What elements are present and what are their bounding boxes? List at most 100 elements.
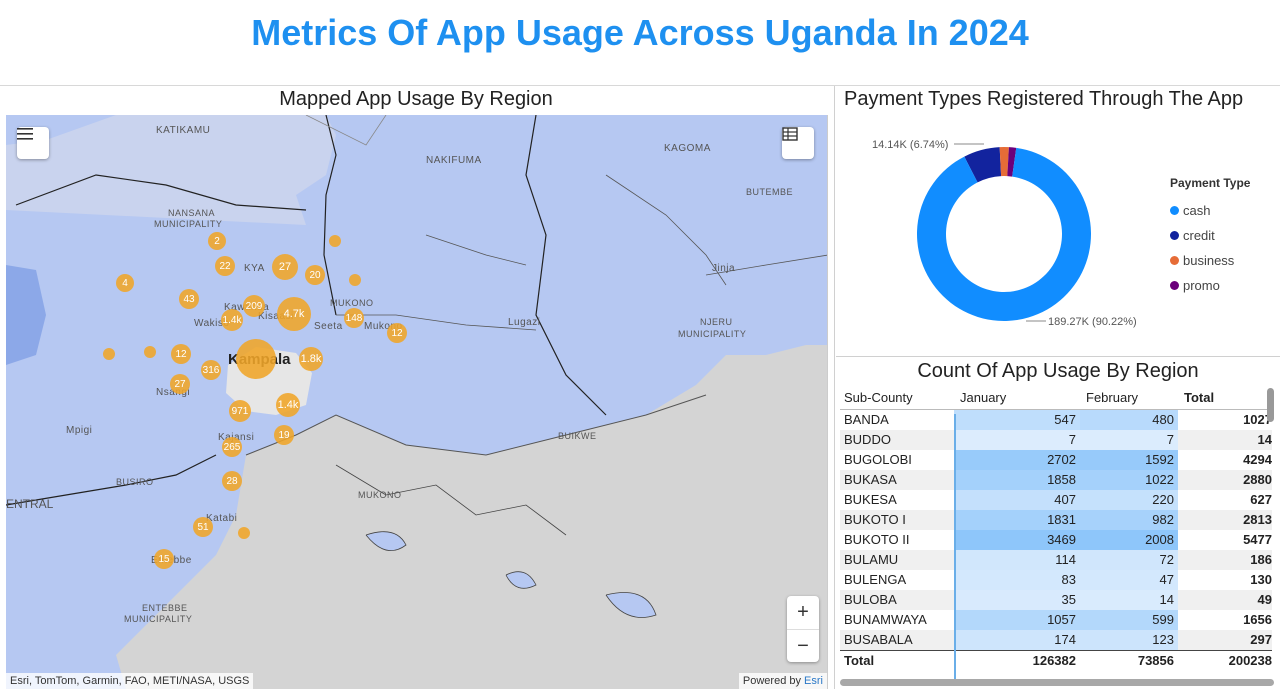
map-cluster[interactable] bbox=[238, 527, 250, 539]
map-cluster[interactable]: 1.8k bbox=[299, 347, 323, 371]
cell-total: 2880 bbox=[1243, 472, 1272, 487]
map-place-label: MUNICIPALITY bbox=[124, 614, 193, 624]
map-cluster[interactable] bbox=[236, 339, 276, 379]
cell-total: 2813 bbox=[1243, 512, 1272, 527]
map-place-label: NAKIFUMA bbox=[426, 155, 482, 166]
table-row[interactable]: BUKOTO II 3469 2008 5477 bbox=[840, 530, 1272, 550]
total-january: 126382 bbox=[1032, 653, 1076, 668]
map-menu-button[interactable] bbox=[17, 127, 49, 159]
menu-icon bbox=[17, 128, 33, 140]
map-svg[interactable] bbox=[6, 115, 828, 689]
map-cluster[interactable]: 316 bbox=[201, 360, 221, 380]
map-cluster[interactable]: 1.4k bbox=[276, 393, 300, 417]
payment-legend: Payment Type cash credit business promo bbox=[1170, 176, 1250, 298]
table-row[interactable]: BUKASA 1858 1022 2880 bbox=[840, 470, 1272, 490]
cell-subcounty: BULENGA bbox=[844, 572, 907, 587]
cell-january: 1831 bbox=[954, 510, 1080, 530]
legend-item-credit[interactable]: credit bbox=[1170, 223, 1250, 248]
vertical-scrollbar[interactable] bbox=[1267, 388, 1274, 422]
legend-item-cash[interactable]: cash bbox=[1170, 198, 1250, 223]
donut-slice-promo[interactable] bbox=[1007, 147, 1017, 177]
cell-subcounty: BUSABALA bbox=[844, 632, 913, 647]
table-row[interactable]: BUKOTO I 1831 982 2813 bbox=[840, 510, 1272, 530]
january-column-marker bbox=[954, 414, 956, 684]
legend-item-business[interactable]: business bbox=[1170, 248, 1250, 273]
map-cluster[interactable]: 4 bbox=[116, 274, 134, 292]
table-row[interactable]: BANDA 547 480 1027 bbox=[840, 410, 1272, 430]
map-cluster[interactable]: 20 bbox=[305, 265, 325, 285]
map-cluster[interactable] bbox=[349, 274, 361, 286]
zoom-in-button[interactable]: + bbox=[797, 601, 809, 623]
map-cluster[interactable]: 43 bbox=[179, 289, 199, 309]
horizontal-scrollbar[interactable] bbox=[840, 679, 1274, 686]
map-cluster[interactable] bbox=[103, 348, 115, 360]
map-cluster[interactable]: 51 bbox=[193, 517, 213, 537]
cell-total: 49 bbox=[1257, 592, 1272, 607]
map-place-label: NJERU bbox=[700, 317, 733, 327]
map-table-button[interactable] bbox=[782, 127, 814, 159]
table-row[interactable]: BUNAMWAYA 1057 599 1656 bbox=[840, 610, 1272, 630]
header-subcounty[interactable]: Sub-County bbox=[844, 390, 913, 405]
table-row[interactable]: BUGOLOBI 2702 1592 4294 bbox=[840, 450, 1272, 470]
map-place-label: BUTEMBE bbox=[746, 187, 794, 197]
map-place-label: NANSANA bbox=[168, 208, 216, 218]
map-cluster[interactable]: 12 bbox=[387, 323, 407, 343]
map-cluster[interactable]: 19 bbox=[274, 425, 294, 445]
cell-subcounty: BULOBA bbox=[844, 592, 897, 607]
map-cluster[interactable]: 28 bbox=[222, 471, 242, 491]
cell-january: 2702 bbox=[954, 450, 1080, 470]
map-cluster[interactable]: 148 bbox=[344, 308, 364, 328]
map-place-label: MUKONO bbox=[330, 298, 374, 308]
cell-subcounty: BUKOTO I bbox=[844, 512, 906, 527]
table-total-row: Total 126382 73856 200238 bbox=[840, 650, 1272, 670]
map-cluster[interactable]: 2 bbox=[208, 232, 226, 250]
header-total[interactable]: Total bbox=[1184, 390, 1215, 405]
payment-panel: Payment Types Registered Through The App… bbox=[836, 86, 1280, 356]
map-cluster[interactable]: 971 bbox=[229, 400, 251, 422]
map-place-label: KYA bbox=[244, 263, 265, 274]
map-cluster[interactable] bbox=[144, 346, 156, 358]
table-row[interactable]: BUSABALA 174 123 297 bbox=[840, 630, 1272, 650]
cell-subcounty: BANDA bbox=[844, 412, 889, 427]
map-cluster[interactable] bbox=[329, 235, 341, 247]
donut-slice-business[interactable] bbox=[999, 147, 1009, 177]
donut-slice-cash[interactable] bbox=[917, 147, 1091, 321]
cell-total: 1027 bbox=[1243, 412, 1272, 427]
label-cash: 189.27K (90.22%) bbox=[1048, 316, 1137, 328]
header-january[interactable]: January bbox=[960, 390, 1007, 405]
table-row[interactable]: BULAMU 114 72 186 bbox=[840, 550, 1272, 570]
esri-link[interactable]: Esri bbox=[804, 675, 823, 687]
map-cluster[interactable]: 209 bbox=[243, 295, 265, 317]
cell-subcounty: BUKESA bbox=[844, 492, 897, 507]
powered-by-text: Powered by bbox=[742, 675, 801, 687]
label-credit: 14.14K (6.74%) bbox=[872, 139, 948, 151]
dashboard-title: Metrics Of App Usage Across Uganda In 20… bbox=[251, 12, 1029, 53]
table-row[interactable]: BUKESA 407 220 627 bbox=[840, 490, 1272, 510]
map-cluster[interactable]: 22 bbox=[215, 256, 235, 276]
legend-title: Payment Type bbox=[1170, 176, 1251, 190]
legend-label: business bbox=[1183, 253, 1235, 268]
header-february[interactable]: February bbox=[1086, 390, 1139, 405]
legend-item-promo[interactable]: promo bbox=[1170, 273, 1250, 298]
map-cluster[interactable]: 4.7k bbox=[277, 297, 311, 331]
cell-january: 7 bbox=[954, 430, 1080, 450]
map-cluster[interactable]: 27 bbox=[272, 254, 298, 280]
map-place-label: ENTEBBE bbox=[142, 603, 188, 613]
table-row[interactable]: BULENGA 83 47 130 bbox=[840, 570, 1272, 590]
total-february: 73856 bbox=[1137, 653, 1174, 668]
cell-total: 297 bbox=[1250, 632, 1272, 647]
map-cluster[interactable]: 27 bbox=[170, 374, 190, 394]
map-cluster[interactable]: 1.4k bbox=[221, 309, 243, 331]
zoom-out-button[interactable]: − bbox=[787, 629, 819, 662]
map-cluster[interactable]: 12 bbox=[171, 344, 191, 364]
table-row[interactable]: BULOBA 35 14 49 bbox=[840, 590, 1272, 610]
donut-slice-credit[interactable] bbox=[964, 147, 1002, 183]
table-row[interactable]: BUDDO 7 7 14 bbox=[840, 430, 1272, 450]
map-cluster[interactable]: 265 bbox=[222, 437, 242, 457]
cell-february: 2008 bbox=[1080, 530, 1178, 550]
map-place-label: KATIKAMU bbox=[156, 125, 211, 136]
map-cluster[interactable]: 15 bbox=[154, 549, 174, 569]
map-canvas[interactable]: KATIKAMU NAKIFUMA KAGOMA BUTEMBE NANSANA MUNI… bbox=[6, 115, 828, 689]
cell-february: 599 bbox=[1080, 610, 1178, 630]
